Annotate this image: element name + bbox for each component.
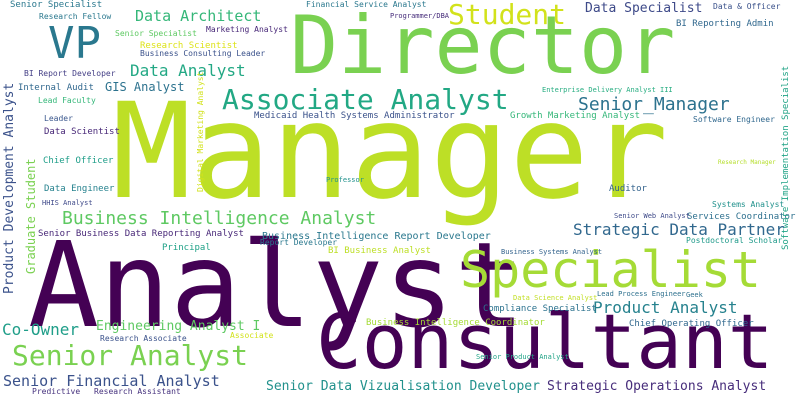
cloud-word: Geek (686, 291, 703, 299)
cloud-word: Predictive (32, 387, 81, 396)
cloud-word: Software Implementation Specialist (781, 65, 791, 250)
cloud-word: Business Consulting Leader (140, 49, 266, 58)
cloud-word: Internal Audit (18, 83, 94, 93)
cloud-word: Senior Data Vizualisation Developer (266, 379, 540, 394)
cloud-word: BI Reporting Admin (676, 19, 774, 29)
cloud-word: Growth Marketing Analyst (510, 111, 641, 121)
cloud-word: Co-Owner (2, 320, 80, 339)
cloud-word: Financial Service Analyst (306, 0, 427, 9)
cloud-word: Systems Analyst (712, 200, 785, 209)
cloud-word: Medicaid Health Systems Administrator (254, 111, 455, 121)
cloud-word: Research Associate (100, 334, 187, 343)
cloud-word: Consultant (316, 297, 774, 386)
cloud-word: Data Analyst (130, 61, 246, 80)
cloud-word: Senior Specialist (10, 0, 103, 10)
cloud-word: Research Scientist (140, 41, 238, 51)
cloud-word: Strategic Data Partner (573, 220, 785, 239)
cloud-word: Engineering Analyst I (96, 319, 261, 334)
cloud-word: Software Engineer (693, 115, 775, 124)
cloud-word: Senior Web Analyst (614, 212, 690, 220)
cloud-word: Senior Analyst (12, 339, 249, 372)
cloud-word: Senior Financial Analyst (3, 372, 220, 390)
cloud-word: Product Development Analyst (2, 82, 17, 294)
cloud-word: Senior Business Data Reporting Analyst (38, 229, 244, 239)
cloud-word: BI Business Analyst (328, 246, 431, 256)
cloud-word: Director (290, 0, 676, 92)
cloud-word: Strategic Operations Analyst (547, 379, 767, 394)
cloud-word: Chief Operating Officer (629, 319, 754, 329)
cloud-word: Data & Officer (713, 2, 781, 11)
cloud-word: Compliance Specialist (483, 304, 597, 314)
cloud-word: Programmer/DBA (390, 12, 450, 20)
cloud-word: Business Intelligence Analyst (62, 208, 377, 229)
cloud-word: Associate Analyst (222, 83, 509, 116)
cloud-word: Senior Product Analyst (476, 353, 569, 361)
cloud-word: Student (448, 0, 567, 31)
cloud-word: Graduate Student (24, 158, 38, 274)
cloud-word: Lead Faculty (38, 96, 96, 105)
cloud-word: Lead Process Engineer (597, 290, 686, 298)
cloud-word: Principal (162, 243, 211, 253)
cloud-word: VP (48, 18, 101, 69)
cloud-word: Business Intelligence Report Developer (262, 231, 491, 242)
cloud-word: Chief Officer (43, 156, 114, 166)
cloud-word: Services Coordinator (687, 212, 796, 222)
cloud-word: Marketing Analyst (206, 25, 288, 34)
cloud-word: Manager (112, 75, 669, 229)
cloud-word: Senior_Manager (578, 94, 730, 115)
cloud-word: Professor (326, 176, 364, 184)
cloud-word: Senior Specialist (115, 29, 197, 38)
cloud-word: Report Developer (260, 238, 338, 247)
cloud-word: GIS Analyst (105, 80, 185, 94)
cloud-word: Auditor (609, 184, 647, 194)
cloud-word: Research Assistant (94, 387, 181, 396)
cloud-word: Leader (44, 114, 73, 123)
cloud-word: Postdoctoral Scholar (686, 236, 783, 245)
cloud-word: Enterprise Delivery Analyst III (542, 86, 673, 94)
cloud-word: Associate (230, 331, 274, 340)
cloud-word: Data Science Analyst (513, 294, 598, 302)
cloud-word: HHIS Analyst (42, 199, 93, 207)
cloud-word: Research Manager (718, 159, 776, 166)
cloud-word: Data Architect (135, 7, 262, 25)
cloud-word: Research Fellow (39, 12, 112, 21)
cloud-word: Digital Marketing Analyst (196, 71, 205, 192)
cloud-word: Data Engineer (44, 184, 115, 194)
cloud-word: Product Analyst (593, 298, 738, 317)
cloud-word: Analyst (28, 216, 526, 354)
cloud-word: Data Specialist (585, 1, 703, 16)
cloud-word: Business Systems Analyst (501, 248, 603, 256)
cloud-word: Business Intelligence Coordinator (366, 318, 545, 328)
cloud-word: Specialist (460, 241, 762, 299)
cloud-word: Data Scientist (44, 127, 120, 137)
cloud-word: BI Report Developer (24, 69, 116, 78)
